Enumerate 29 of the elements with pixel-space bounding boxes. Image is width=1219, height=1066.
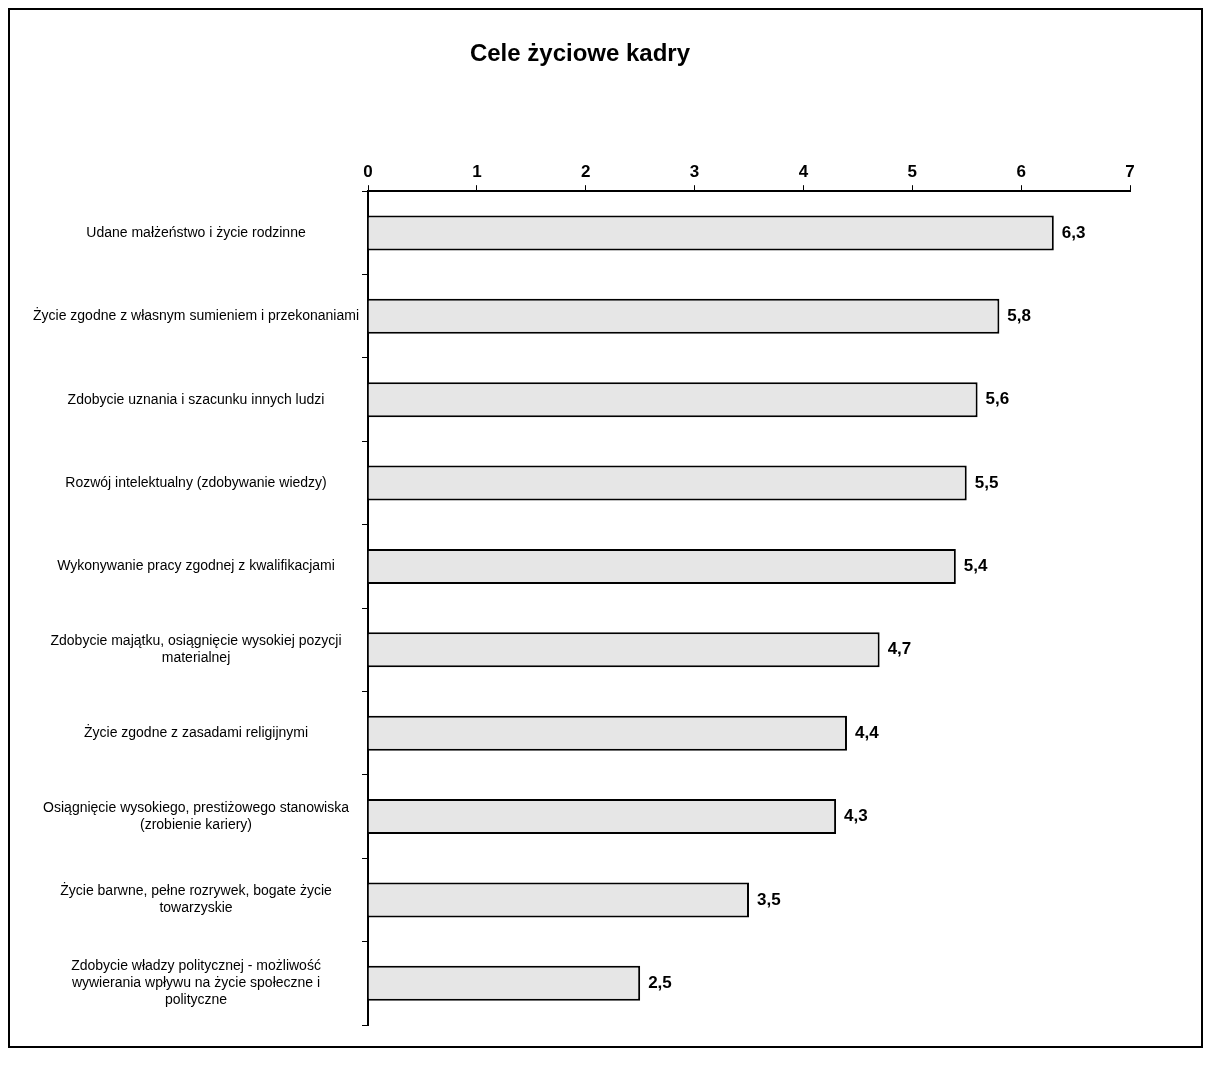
y-tick-label: Udane małżeństwo i życie rodzinne — [86, 223, 306, 240]
data-label: 3,5 — [757, 889, 781, 909]
data-label: 5,8 — [1007, 305, 1032, 325]
data-label: 4,3 — [844, 806, 868, 826]
y-tick-label: Zdobycie majątku, osiągnięcie wysokiej pozycji materialnej — [50, 632, 342, 666]
x-tick-label: 2 — [580, 161, 591, 181]
x-tick-label: 4 — [798, 161, 809, 181]
x-tick-label: 3 — [689, 161, 700, 181]
data-label: 5,6 — [985, 389, 1010, 409]
x-tick-label: 6 — [1016, 161, 1026, 181]
data-label: 6,3 — [1061, 222, 1086, 242]
y-tick-label: Życie zgodne z własnym sumieniem i przekonaniami — [32, 306, 360, 324]
data-label: 4,7 — [887, 639, 912, 659]
y-tick-label: Zdobycie uznania i szacunku innych ludzi — [67, 390, 325, 407]
data-label: 4,4 — [854, 722, 880, 742]
x-tick-label: 7 — [1125, 161, 1135, 181]
x-tick-label: 0 — [363, 161, 373, 181]
data-label: 2,5 — [648, 973, 672, 992]
x-tick-label: 1 — [472, 161, 482, 181]
y-tick-label: Życie barwne, pełne rozrywek, bogate życie towarzyskie — [60, 881, 333, 916]
chart-title: Cele życiowe kadry — [469, 39, 691, 67]
y-tick-label: Życie zgodne z zasadami religijnymi — [83, 723, 309, 741]
y-tick-label: Wykonywanie pracy zgodnej z kwalifikacjami — [57, 557, 335, 574]
x-tick-label: 5 — [907, 161, 918, 181]
data-label: 5,4 — [963, 556, 989, 576]
y-tick-label: Osiągnięcie wysokiego, prestiżowego stanowiska (zrobienie kariery) — [43, 799, 350, 832]
data-label: 5,5 — [974, 472, 999, 492]
y-tick-label: Zdobycie władzy politycznej - możliwość wywierania wpływu na życie społeczne i polityczne — [70, 957, 321, 1007]
y-tick-label: Rozwój intelektualny (zdobywanie wiedzy) — [65, 473, 327, 490]
